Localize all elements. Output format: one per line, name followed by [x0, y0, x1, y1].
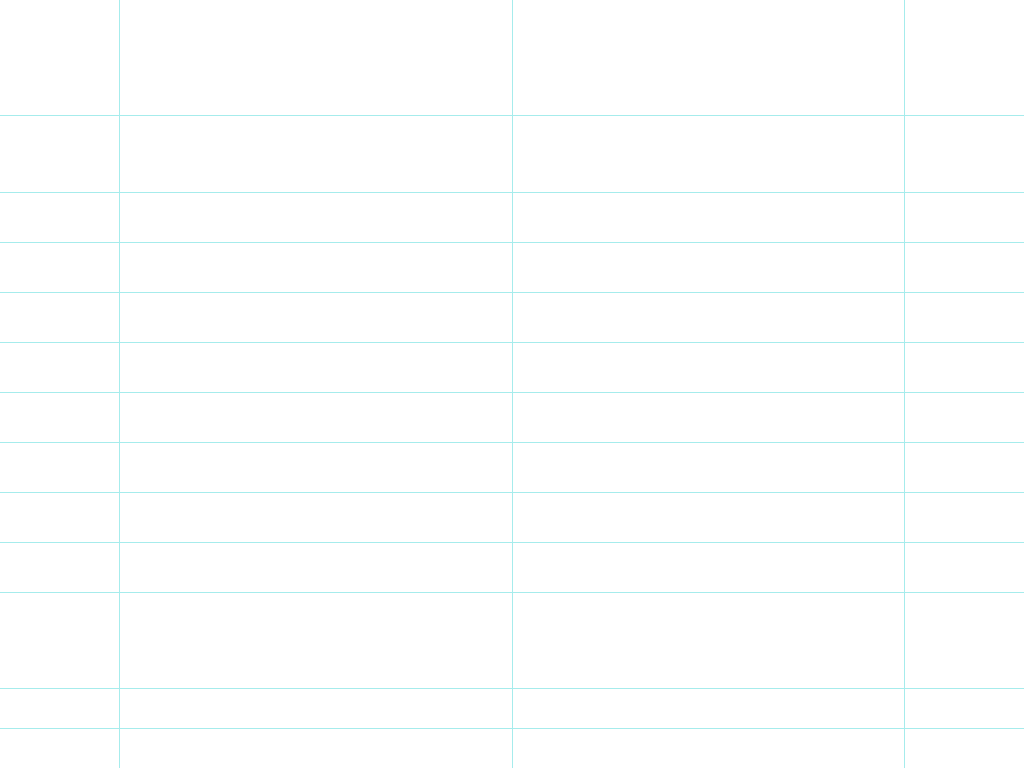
row-divider — [0, 688, 1024, 689]
row-divider — [0, 392, 1024, 393]
row-divider — [0, 592, 1024, 593]
column-divider — [119, 0, 120, 768]
row-divider — [0, 115, 1024, 116]
row-divider — [0, 542, 1024, 543]
row-divider — [0, 728, 1024, 729]
column-divider — [512, 0, 513, 768]
row-divider — [0, 442, 1024, 443]
row-divider — [0, 292, 1024, 293]
row-divider — [0, 242, 1024, 243]
row-divider — [0, 342, 1024, 343]
row-divider — [0, 192, 1024, 193]
row-divider — [0, 492, 1024, 493]
column-divider — [904, 0, 905, 768]
